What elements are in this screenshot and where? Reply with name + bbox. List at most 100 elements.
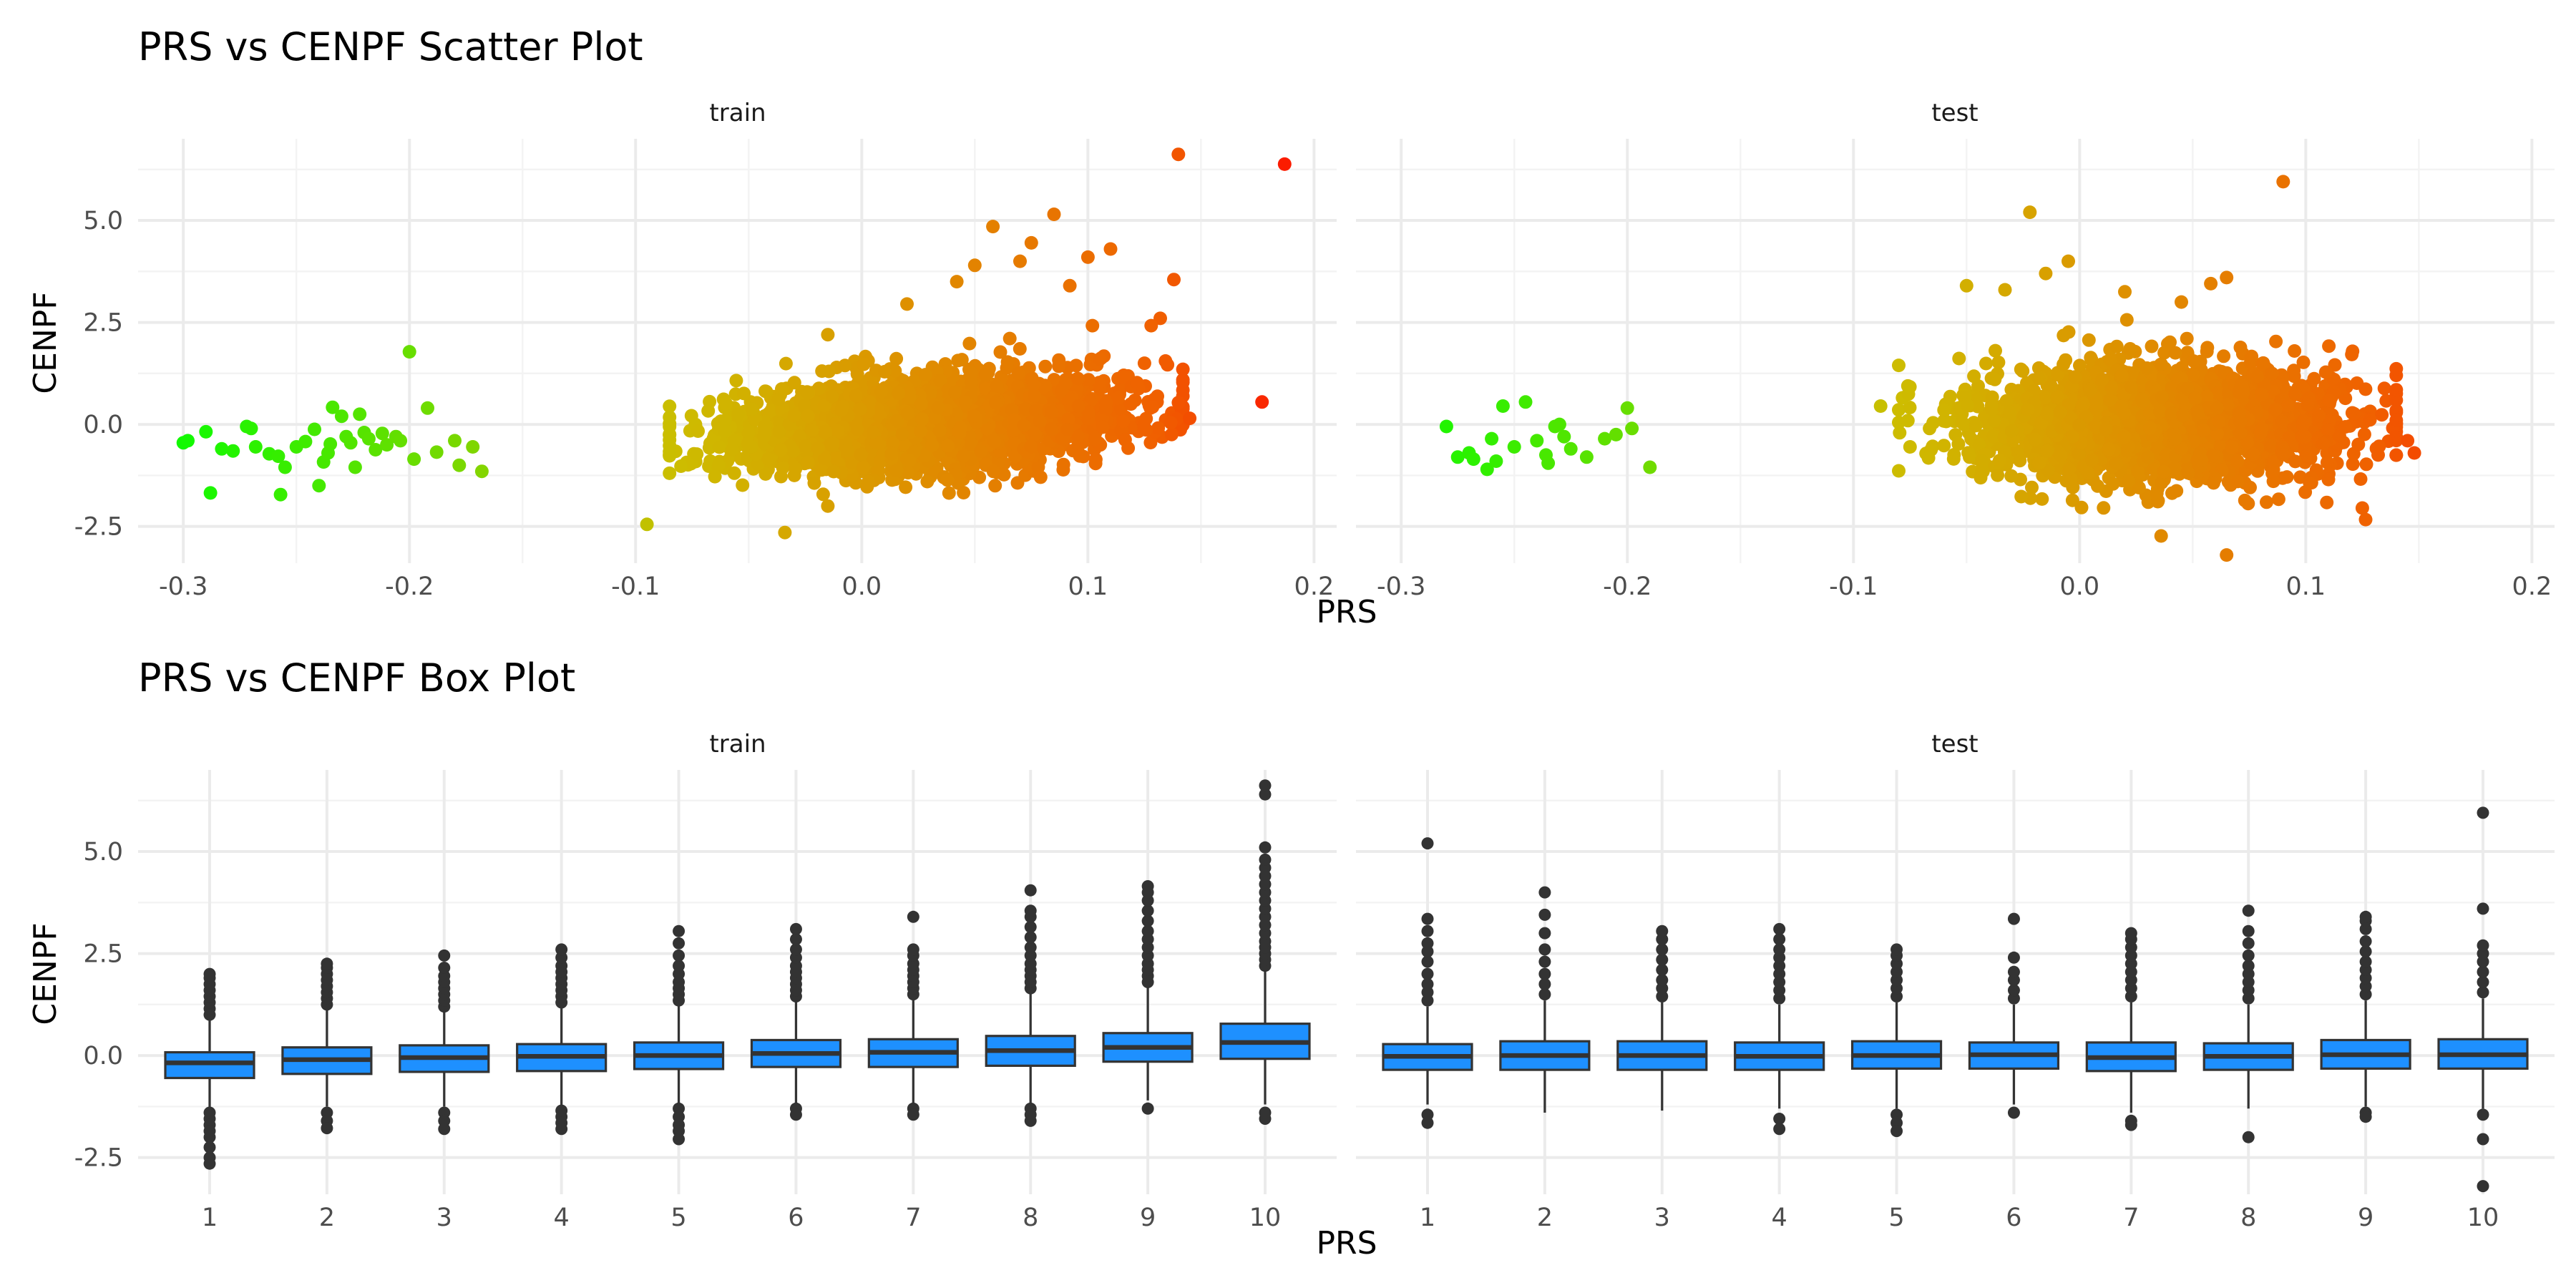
scatter-point xyxy=(941,439,955,453)
scatter-point xyxy=(278,460,292,474)
scatter-point xyxy=(1080,250,1095,264)
scatter-point xyxy=(663,466,677,480)
scatter-point xyxy=(407,452,421,467)
scatter-point xyxy=(712,440,726,454)
scatter-point xyxy=(1118,433,1132,447)
scatter-point xyxy=(1103,242,1118,256)
scatter-point xyxy=(892,386,906,401)
scatter-strip-train: train xyxy=(709,99,766,127)
scatter-point xyxy=(1099,396,1113,410)
scatter-point xyxy=(942,486,956,500)
scatter-point xyxy=(805,423,819,437)
scatter-point xyxy=(758,423,772,437)
scatter-point xyxy=(448,434,462,448)
scatter-point xyxy=(838,358,852,373)
scatter-point xyxy=(745,402,759,416)
scatter-point xyxy=(2353,472,2368,486)
scatter-point xyxy=(248,440,263,454)
scatter-y-tick-label: 5.0 xyxy=(83,207,123,235)
scatter-point xyxy=(811,441,825,455)
scatter-point xyxy=(759,384,774,399)
scatter-point xyxy=(834,403,849,417)
scatter-point xyxy=(731,407,745,421)
scatter-point xyxy=(774,443,788,457)
scatter-point xyxy=(466,440,480,454)
scatter-point xyxy=(1984,371,1999,386)
scatter-point xyxy=(1063,278,1077,293)
scatter-point xyxy=(778,525,792,540)
scatter-point xyxy=(2123,342,2137,356)
scatter-point xyxy=(711,458,726,472)
scatter-point xyxy=(2074,500,2089,514)
scatter-point xyxy=(2377,381,2391,396)
scatter-point xyxy=(854,447,868,462)
scatter-point xyxy=(2180,331,2194,346)
scatter-point xyxy=(1045,422,1059,436)
scatter-point xyxy=(1071,399,1085,414)
scatter-point xyxy=(474,464,489,479)
scatter-point xyxy=(2322,339,2336,353)
scatter-point xyxy=(708,469,722,484)
scatter-point xyxy=(862,474,875,489)
scatter-point xyxy=(1000,355,1015,369)
scatter-point xyxy=(334,409,348,424)
scatter-point xyxy=(814,463,829,477)
scatter-point xyxy=(2082,333,2096,347)
scatter-point xyxy=(1059,376,1073,391)
scatter-point xyxy=(1033,414,1047,429)
scatter-point xyxy=(950,275,964,289)
scatter-point xyxy=(312,479,326,493)
scatter-point xyxy=(2389,361,2404,376)
scatter-point xyxy=(2346,457,2360,472)
scatter-point xyxy=(2318,365,2333,379)
scatter-point xyxy=(819,424,832,439)
scatter-point xyxy=(1070,371,1085,386)
scatter-point xyxy=(663,428,677,442)
scatter-point xyxy=(1013,342,1027,356)
scatter-point xyxy=(925,438,940,452)
scatter-point xyxy=(737,386,751,401)
scatter-point xyxy=(181,434,195,448)
scatter-point xyxy=(2345,347,2359,361)
scatter-point xyxy=(663,447,677,462)
scatter-point xyxy=(1164,427,1179,441)
scatter-point xyxy=(889,464,904,477)
scatter-point xyxy=(2004,469,2019,483)
scatter-point xyxy=(298,434,313,449)
scatter-point xyxy=(348,460,362,474)
scatter-point xyxy=(394,434,408,448)
scatter-point xyxy=(1137,356,1151,371)
scatter-point xyxy=(1123,397,1138,411)
scatter-point xyxy=(1171,396,1186,410)
scatter-x-tick-label: 0.1 xyxy=(1068,572,1108,601)
scatter-point xyxy=(1073,449,1087,463)
scatter-point xyxy=(1139,411,1153,426)
scatter-point xyxy=(974,444,988,459)
scatter-point xyxy=(1116,414,1131,429)
scatter-point xyxy=(725,442,739,457)
scatter-point xyxy=(902,453,917,467)
scatter-point xyxy=(799,439,813,454)
scatter-point xyxy=(900,297,914,311)
scatter-point xyxy=(1143,436,1158,449)
scatter-point xyxy=(727,466,741,480)
scatter-point xyxy=(918,368,932,382)
scatter-point xyxy=(2013,454,2027,468)
scatter-point xyxy=(965,366,979,380)
scatter-point xyxy=(2014,489,2029,504)
scatter-point xyxy=(2260,495,2273,509)
scatter-point xyxy=(1096,420,1110,434)
scatter-point xyxy=(2035,492,2049,506)
scatter-point xyxy=(1974,471,1988,485)
scatter-point xyxy=(663,399,677,414)
scatter-point xyxy=(1045,405,1059,419)
scatter-point xyxy=(787,376,801,390)
scatter-point xyxy=(1158,354,1173,368)
scatter-point xyxy=(273,487,288,502)
scatter-point xyxy=(1028,389,1042,403)
scatter-point xyxy=(640,517,654,532)
scatter-point xyxy=(787,409,801,423)
scatter-point xyxy=(1947,448,1961,462)
scatter-point xyxy=(1060,422,1075,436)
